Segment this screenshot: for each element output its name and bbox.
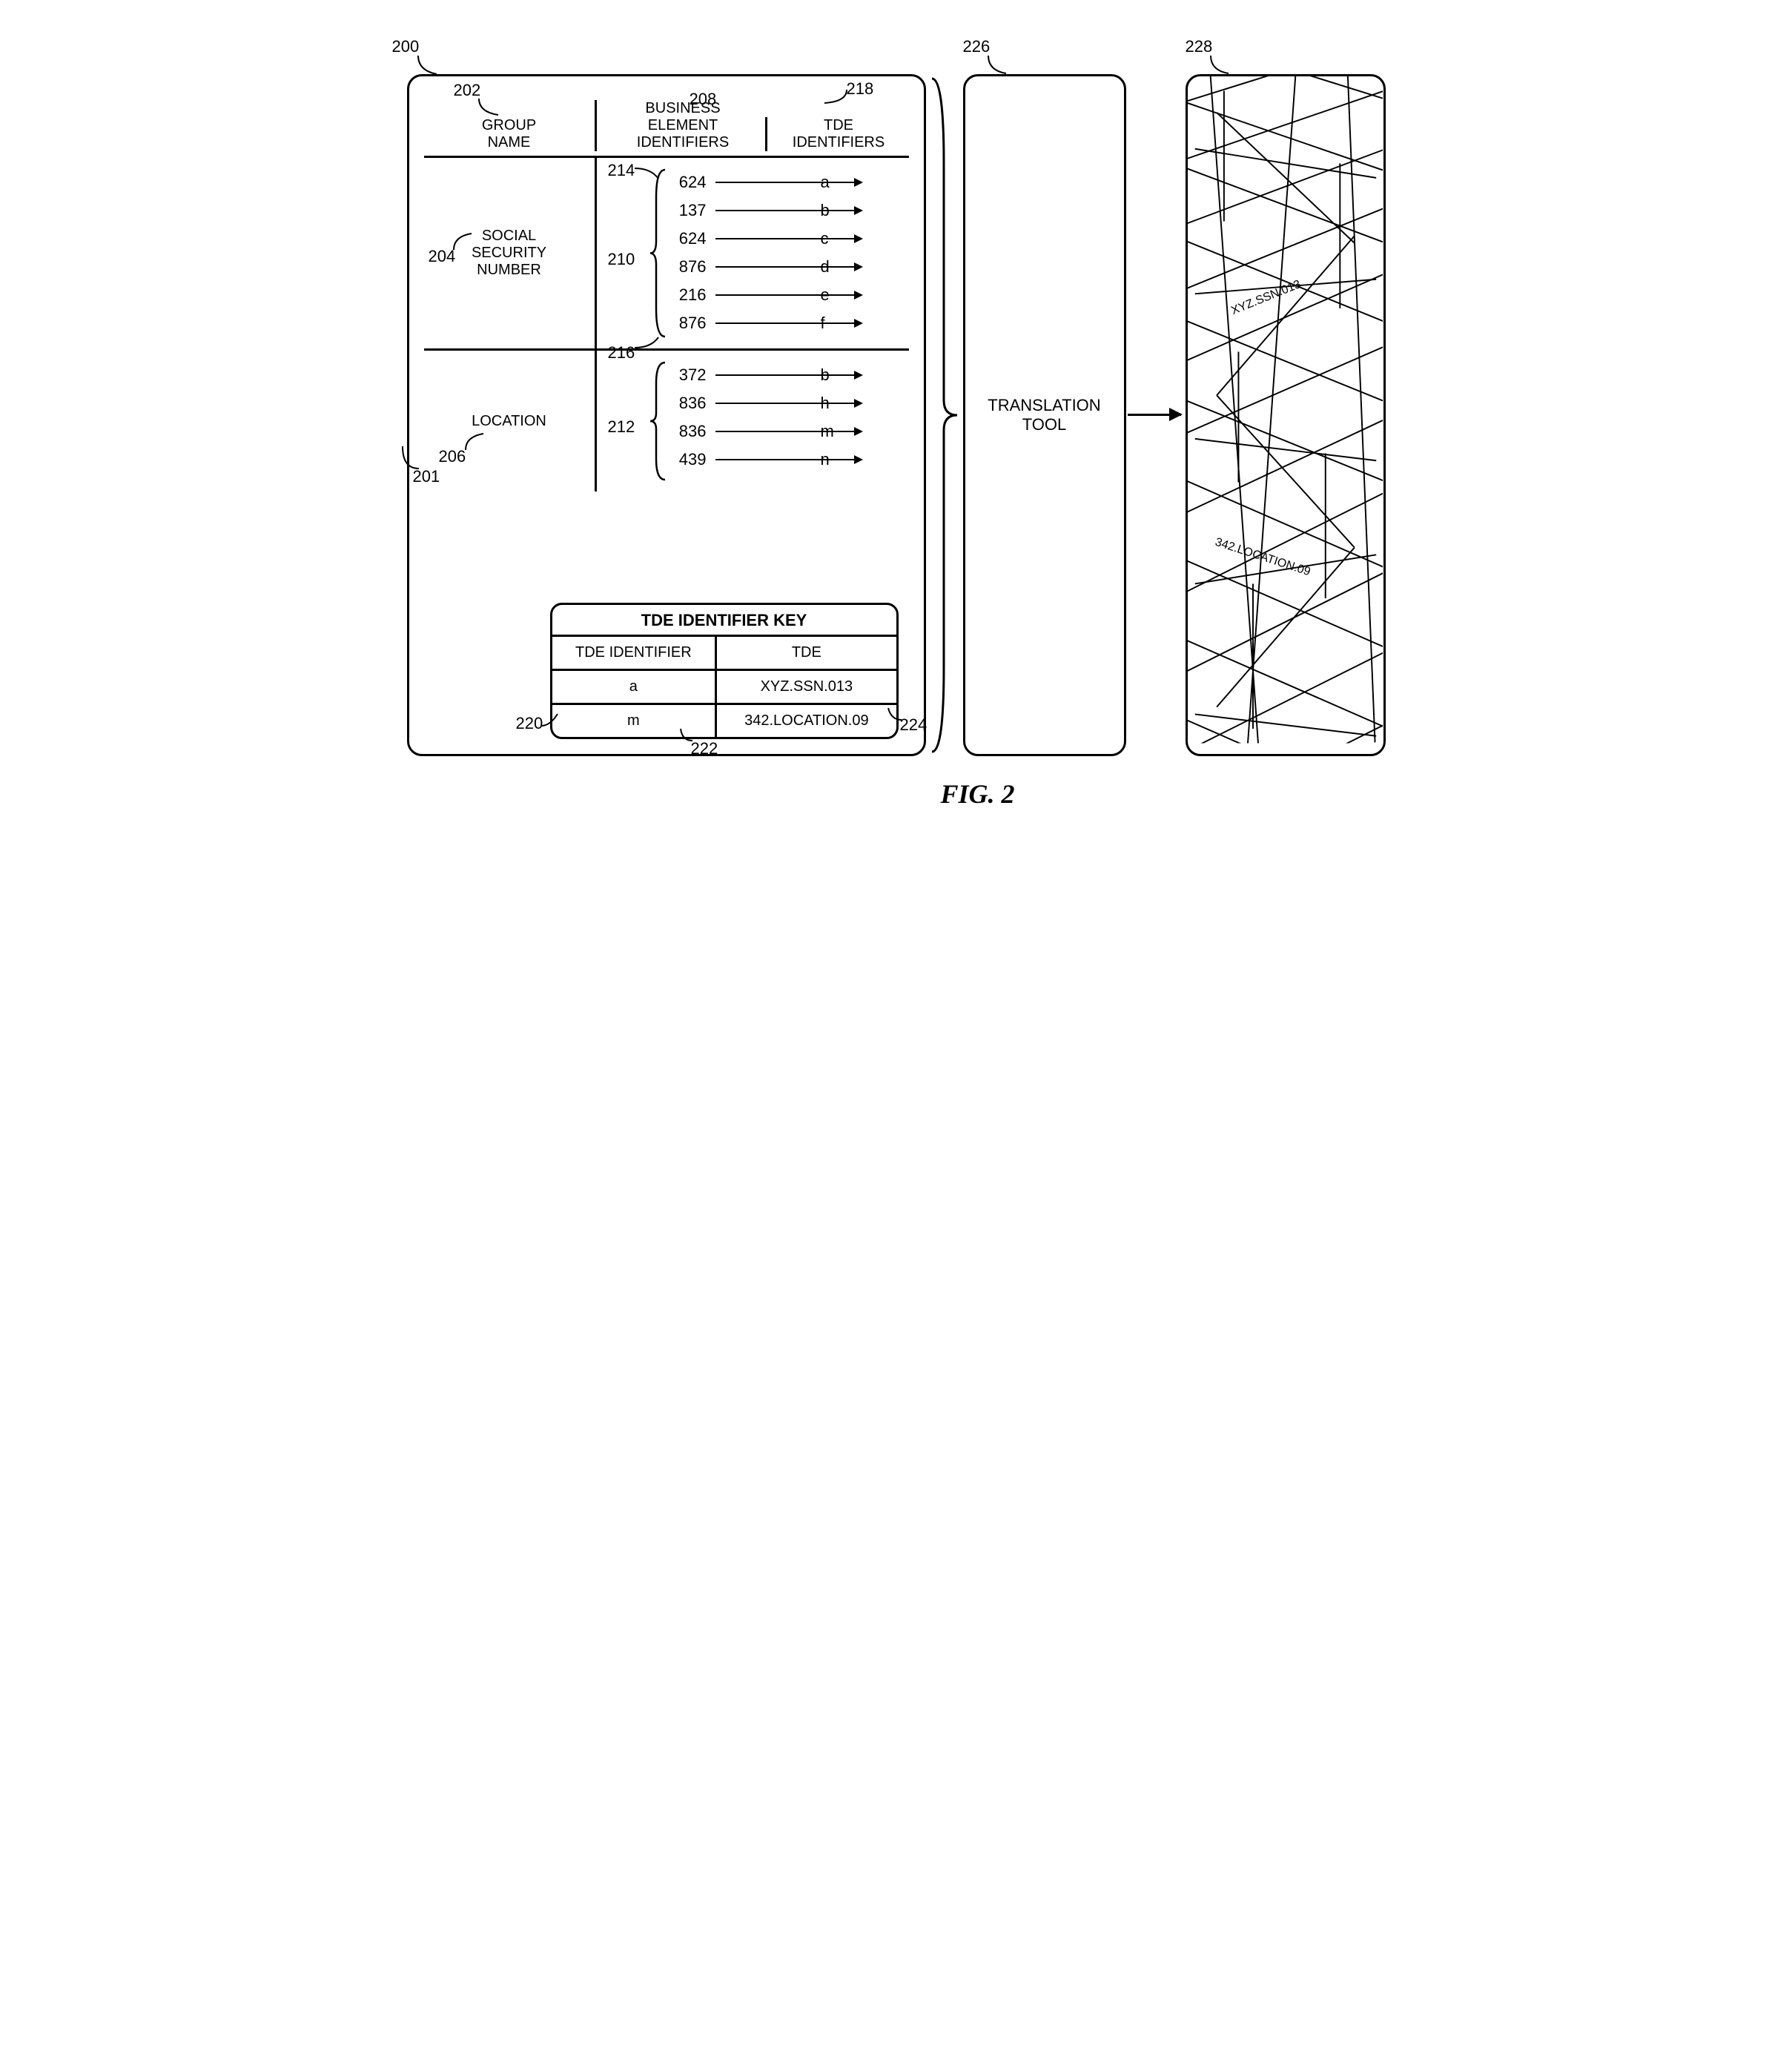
ref-201-hook <box>401 445 422 470</box>
ssn-tde-cell <box>765 158 906 348</box>
ssn-map-4: 216 e <box>597 281 765 309</box>
ssn-group-label: SOCIAL SECURITY NUMBER <box>472 228 546 279</box>
col-bei-header: BUSINESS ELEMENT IDENTIFIERS <box>595 100 765 151</box>
bei-header-l2: ELEMENT <box>601 117 765 134</box>
loc-bei-3: 439 <box>669 450 707 469</box>
main-to-trans-brace <box>930 74 960 756</box>
tde-header-l1: TDE <box>772 117 906 134</box>
group-header-l1: GROUP NAME <box>424 117 595 151</box>
ref-224: 224 <box>900 715 928 735</box>
ssn-bei-1: 137 <box>669 201 707 220</box>
ref-216-hook <box>633 336 660 349</box>
ssn-map-5: 876 f <box>597 309 765 337</box>
ref-226-hook <box>985 56 1008 75</box>
loc-bei-1: 836 <box>669 394 707 413</box>
key-id-0: a <box>552 671 718 703</box>
key-row-1: m 342.LOCATION.09 <box>552 705 896 737</box>
tde-header-l2: IDENTIFIERS <box>772 134 906 151</box>
key-title: TDE IDENTIFIER KEY <box>552 605 896 637</box>
ref-210: 210 <box>608 250 635 269</box>
figure-label: FIG. 2 <box>941 778 1015 810</box>
loc-map-1: 836 h <box>597 389 765 417</box>
loc-tde-cell <box>765 351 906 492</box>
ref-200: 200 <box>392 37 420 56</box>
loc-map-0: 372 b <box>597 361 765 389</box>
bei-header-l3: IDENTIFIERS <box>601 134 765 151</box>
translation-tool-box: TRANSLATION TOOL <box>963 74 1126 756</box>
ref-204-hook <box>452 232 475 251</box>
loc-group-cell: LOCATION <box>424 351 595 492</box>
key-col1: TDE IDENTIFIER <box>552 637 718 669</box>
key-tde-1: 342.LOCATION.09 <box>717 705 896 737</box>
key-row-0: a XYZ.SSN.013 <box>552 671 896 705</box>
main-data-box: 202 208 218 GROUP NAME BUSINESS ELEMENT … <box>407 74 926 756</box>
loc-bei-2: 836 <box>669 422 707 441</box>
key-box: TDE IDENTIFIER KEY TDE IDENTIFIER TDE a … <box>550 603 899 739</box>
col-group-header: GROUP NAME <box>424 117 595 151</box>
loc-row: LOCATION 372 b 836 <box>424 351 909 492</box>
ref-212: 212 <box>608 417 635 437</box>
ssn-bei-2: 624 <box>669 229 707 248</box>
ref-226: 226 <box>963 37 991 56</box>
ref-214: 214 <box>608 161 635 180</box>
ref-216: 216 <box>608 343 635 363</box>
translation-label: TRANSLATION TOOL <box>988 396 1100 434</box>
ref-222: 222 <box>691 739 718 758</box>
loc-map-3: 439 n <box>597 446 765 474</box>
loc-bei-0: 372 <box>669 365 707 385</box>
key-col2: TDE <box>717 637 896 669</box>
ssn-row: SOCIAL SECURITY NUMBER 624 a 137 <box>424 158 909 351</box>
figure-2: 200 202 208 218 GROUP NAME BUSINESS ELEM… <box>377 30 1415 845</box>
arrow-trans-to-output <box>1128 414 1181 416</box>
col-tde-header: TDE IDENTIFIERS <box>765 117 906 151</box>
ssn-map-1: 137 b <box>597 196 765 225</box>
key-tde-0: XYZ.SSN.013 <box>717 671 896 703</box>
loc-group-label: LOCATION <box>472 413 546 430</box>
ssn-bei-0: 624 <box>669 173 707 192</box>
ref-222-hook <box>679 727 694 742</box>
ref-228-hook <box>1208 56 1230 75</box>
output-box: XYZ.SSN.013 342.LOCATION.09 <box>1186 74 1386 756</box>
ssn-bei-5: 876 <box>669 314 707 333</box>
ref-228: 228 <box>1186 37 1213 56</box>
ssn-bei-3: 876 <box>669 257 707 277</box>
main-table: GROUP NAME BUSINESS ELEMENT IDENTIFIERS … <box>424 91 909 492</box>
ref-206: 206 <box>439 447 466 466</box>
output-hatch: XYZ.SSN.013 342.LOCATION.09 <box>1188 76 1383 754</box>
bei-l1: BUSINESS <box>645 100 720 116</box>
ref-214-hook <box>633 167 660 180</box>
ref-206-hook <box>464 432 486 451</box>
key-header-row: TDE IDENTIFIER TDE <box>552 637 896 671</box>
ref-220-hook <box>540 712 559 727</box>
ref-224-hook <box>887 707 903 721</box>
ssn-bei-4: 216 <box>669 285 707 305</box>
bei-header-l1: BUSINESS <box>601 100 765 117</box>
ssn-map-2: 624 c <box>597 225 765 253</box>
header-row: GROUP NAME BUSINESS ELEMENT IDENTIFIERS … <box>424 91 909 158</box>
